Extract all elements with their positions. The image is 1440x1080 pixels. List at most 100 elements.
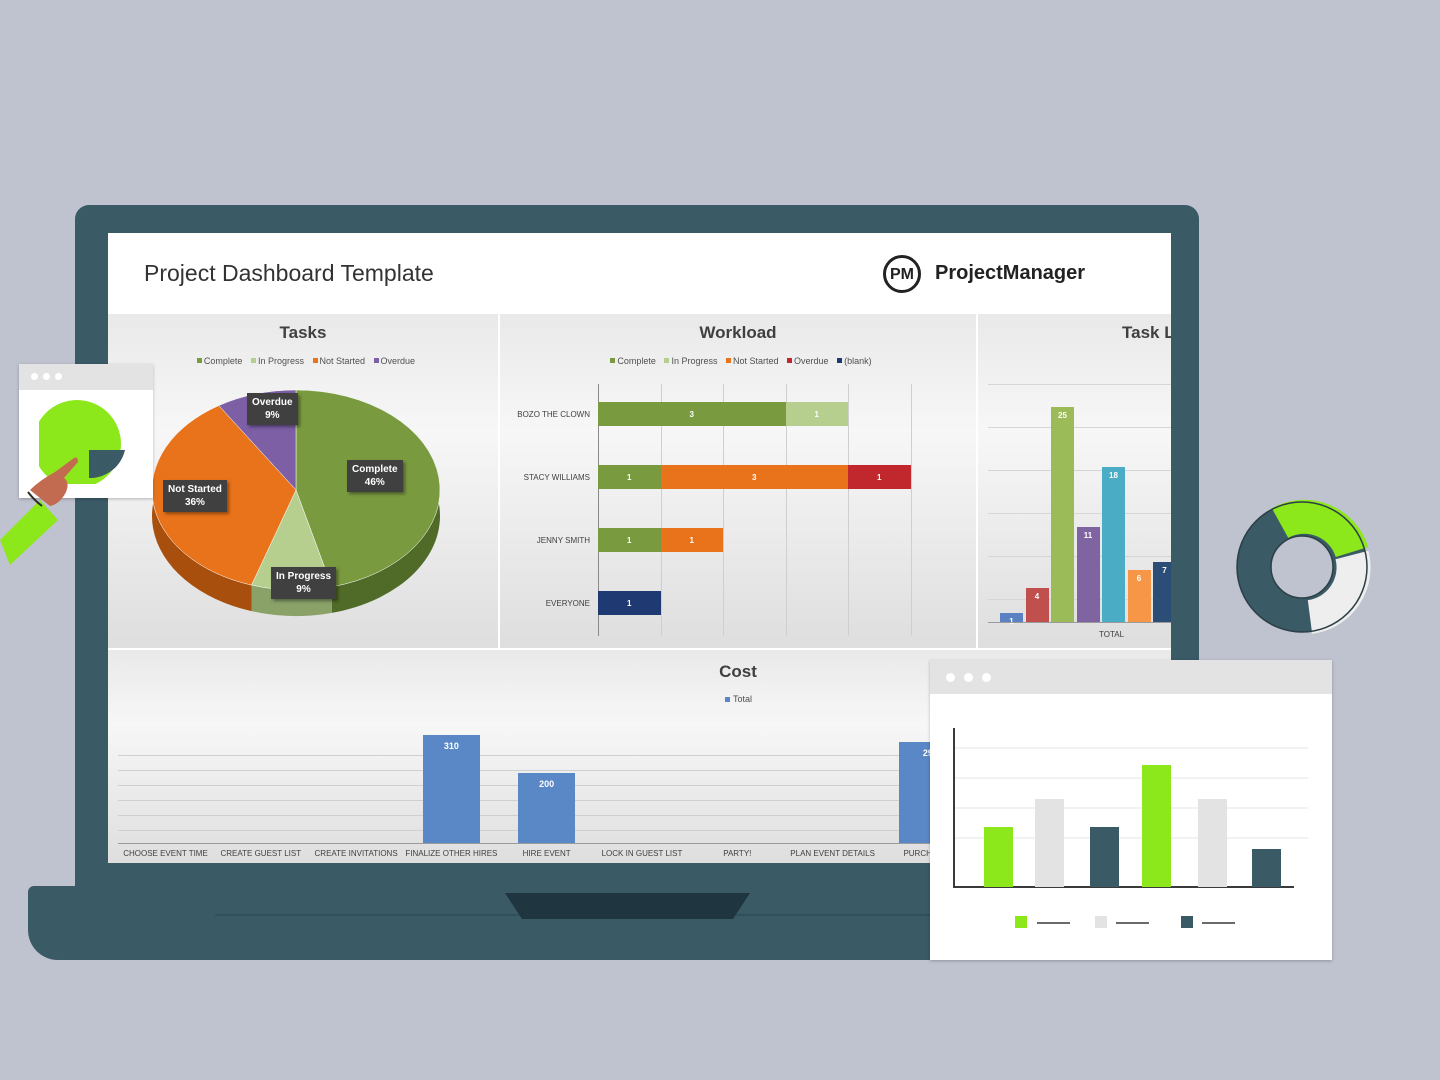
workload-bar-chart: BOZO THE CLOWN 3 1 STACY WILLIAMS 1 3 1 JENNY S… [500,314,976,648]
x-axis [118,843,1171,844]
task-length-bar [1025,587,1049,622]
category-label: PLAN EVENT DETAILS [790,849,875,858]
gridline [910,384,912,636]
x-axis [988,622,1171,623]
cost-legend: Total [725,694,752,704]
bar-value-label: 7 [1162,565,1167,575]
pie-label-not-started: Not Started 36% [163,480,227,512]
decorative-bar [1252,849,1281,887]
bar-value-label: 1 [627,599,632,608]
category-label: HIRE EVENT [522,849,571,858]
task-length-xlabel: TOTAL [1099,630,1125,639]
bar-value-label: 25 [1058,411,1067,420]
pointing-hand-icon [0,457,78,565]
bar-value-label: 1 [689,536,694,545]
gridline [723,384,724,636]
bar-value-label: 200 [539,779,555,789]
pie-label-overdue: Overdue 9% [247,393,298,425]
window-titlebar [19,364,153,390]
tasks-legend: Complete In Progress Not Started Overdue [108,356,498,366]
bar-value-label: 11 [1083,531,1093,541]
window-dot [964,673,973,682]
task-length-panel: Task L 1 4 25 11 18 6 7 TOTAL [978,314,1171,648]
workload-bar-blank [598,591,661,615]
tasks-title: Tasks [279,323,327,342]
donut-chart-icon [1236,499,1371,634]
task-length-title: Task L [1122,323,1171,342]
gridline [660,384,662,636]
decorative-bar [1198,799,1227,887]
task-length-bar-chart: 1 4 25 11 18 6 7 [978,314,1171,648]
bar-value-label: 1 [627,536,632,545]
pie-label-complete: Complete 46% [347,460,403,492]
window-dot [31,373,38,380]
legend-in-progress: In Progress [257,356,304,366]
bar-chart-card-window [930,660,1332,960]
gridline [118,830,1171,831]
category-label: FINALIZE OTHER HIRES [405,849,498,858]
legend-complete: Complete [617,356,656,366]
gridline [118,815,1171,816]
bar-value-label: 6 [1136,574,1142,584]
pie-label-in-progress: In Progress 9% [271,567,337,599]
gridline [848,384,849,636]
category-label: LOCK IN GUEST LIST [601,849,683,858]
task-length-bar [1051,407,1074,622]
workload-bar-in_progress [785,402,848,426]
cost-bar [422,734,480,843]
gridline [118,785,1171,786]
task-length-bar [1102,467,1125,622]
workload-bar-complete [598,528,661,552]
bar-value-label: 29 [922,747,933,758]
bar-value-label: 1 [814,410,819,419]
workload-panel: Workload Complete In Progress Not Starte… [500,314,976,648]
gridline [118,755,1171,756]
window-dot [55,373,62,380]
bar-value-label: 3 [689,410,694,419]
workload-bar-complete [598,465,661,489]
window-titlebar [930,660,1332,694]
category-label: CHOOSE EVENT TIME [123,849,208,858]
workload-legend: Complete In Progress Not Started Overdue… [500,356,976,366]
tasks-panel: Tasks Complete In Progress Not Started O… [108,314,498,648]
bar-value-label: 4 [1034,591,1040,601]
page-title: Project Dashboard Template [144,260,434,286]
task-length-bar [1127,570,1151,622]
bar-value-label: 310 [443,740,459,751]
cost-bar [518,773,576,843]
pie-card-window [19,364,153,498]
window-dot [946,673,955,682]
window-dot [982,673,991,682]
gridline [988,384,1171,385]
gridline [988,513,1171,514]
task-length-bar [1076,527,1100,622]
category-label: PURCHASE I [903,849,953,858]
dashboard-header: Project Dashboard Template PM ProjectMan… [108,233,1171,313]
gridline [118,800,1171,801]
gridline [785,384,787,636]
gridline [988,470,1171,471]
brand-name: ProjectManager [935,262,1086,284]
legend-blank: (blank) [844,356,872,366]
workload-title: Workload [699,323,777,342]
legend-complete: Complete [203,356,243,366]
cost-title: Cost [719,662,757,681]
task-length-bar [1153,561,1171,622]
window-dot [43,373,50,380]
dashboard-screen: Project Dashboard Template PM ProjectMan… [108,233,1171,863]
legend-not-started: Not Started [732,356,779,366]
bar-value-label: 1 [627,473,632,482]
bar-value-label: 1 [877,473,882,482]
bar-value-label: 18 [1109,471,1118,481]
category-label: CREATE INVITATIONS [314,849,398,858]
y-axis [598,384,599,636]
row-label: BOZO THE CLOWN [517,410,590,419]
workload-bar-not_started [660,465,848,489]
row-label: EVERYONE [545,599,590,608]
decorative-bar [984,827,1013,887]
legend-in-progress: In Progress [671,356,718,366]
decorative-bar [1142,765,1171,887]
workload-bar-complete [598,402,786,426]
bar-value-label: 3 [752,473,757,482]
category-label: CREATE GUEST LIST [220,849,302,858]
